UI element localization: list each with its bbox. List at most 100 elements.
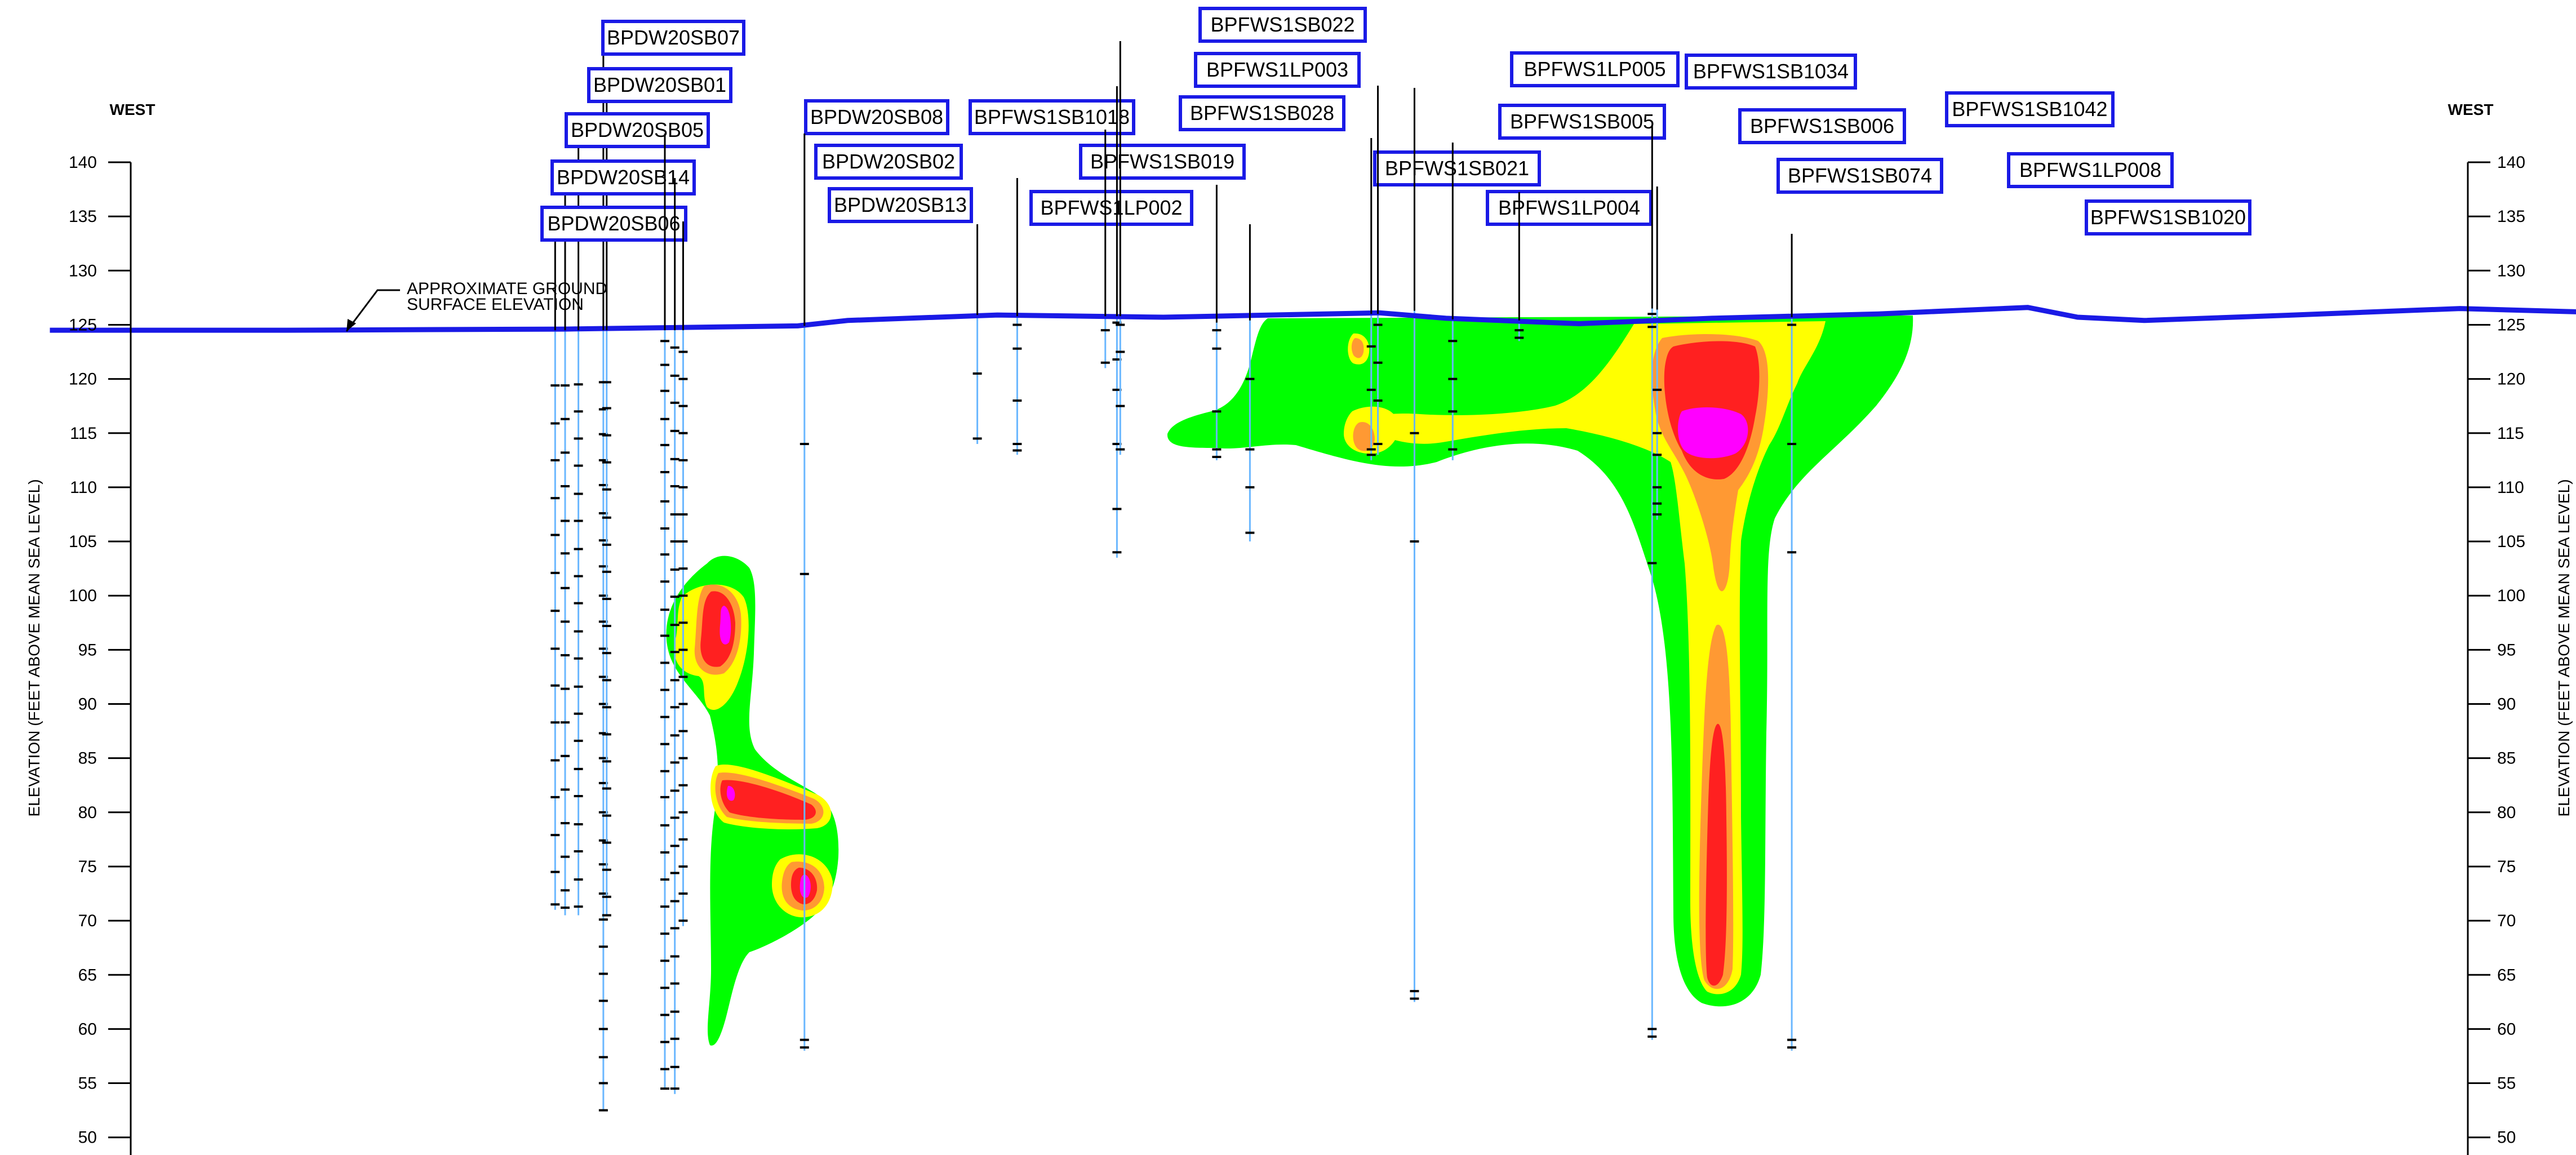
axis-tick-label-right-60: 60 (2497, 1020, 2516, 1038)
label-box-BPDW20SB06 (540, 206, 687, 242)
label-box-BPFWS1SB006 (1738, 108, 1906, 144)
label-text-BPFWS1SB074: BPFWS1SB074 (1788, 164, 1932, 187)
label-text-BPDW20SB06: BPDW20SB06 (547, 212, 680, 235)
axis-tick-label-right-110: 110 (2497, 478, 2524, 497)
axis-tick-label-left-65: 65 (78, 966, 97, 984)
label-box-BPDW20SB01 (587, 67, 732, 103)
label-text-BPFWS1LP002: BPFWS1LP002 (1040, 196, 1182, 219)
ground-annotation-arrowhead (347, 319, 356, 331)
plume-left-magenta-a (719, 606, 731, 645)
label-text-BPFWS1SB1020: BPFWS1SB1020 (2090, 206, 2246, 229)
axis-tick-label-left-60: 60 (78, 1020, 97, 1038)
label-text-BPFWS1SB021: BPFWS1SB021 (1385, 157, 1529, 180)
borings (550, 308, 1797, 1112)
ground-surface-line (50, 305, 2576, 333)
plume-right (1167, 316, 1913, 1007)
label-box-BPDW20SB07 (601, 20, 745, 56)
axis-title-left: ELEVATION (FEET ABOVE MEAN SEA LEVEL) (25, 479, 43, 816)
axis-tick-label-right-105: 105 (2497, 532, 2525, 551)
axis-tick-label-left-130: 130 (69, 261, 97, 280)
axis-tick-label-left-135: 135 (69, 207, 97, 226)
axis-tick-label-left-125: 125 (69, 316, 97, 334)
label-box-BPFWS1SB028 (1179, 95, 1345, 131)
boring-labels: BPDW20SB07 BPDW20SB01 BPDW20SB05 BPDW20SB14… (540, 7, 2251, 331)
label-text-BPDW20SB08: BPDW20SB08 (810, 105, 943, 128)
axis-tick-label-left-90: 90 (78, 695, 97, 714)
label-box-BPFWS1LP008 (2007, 152, 2174, 188)
label-text-BPFWS1LP005: BPFWS1LP005 (1524, 57, 1665, 81)
right-header: WEST (2448, 101, 2494, 118)
axis-tick-label-right-130: 130 (2497, 261, 2525, 280)
label-text-BPDW20SB14: BPDW20SB14 (557, 166, 690, 189)
axis-tick-label-left-95: 95 (78, 641, 97, 659)
left-header: WEST (110, 101, 156, 118)
label-box-BPDW20SB05 (565, 112, 710, 148)
label-box-BPFWS1SB1042 (1945, 91, 2115, 127)
plume-right-red-lower (1706, 723, 1727, 986)
axis-tick-label-right-85: 85 (2497, 749, 2516, 768)
label-box-BPFWS1SB022 (1198, 7, 1367, 43)
axis-tick-label-left-105: 105 (69, 532, 97, 551)
axis-tick-label-right-120: 120 (2497, 370, 2525, 389)
axis-tick-label-right-125: 125 (2497, 316, 2525, 334)
axis-title-right: ELEVATION (FEET ABOVE MEAN SEA LEVEL) (2555, 479, 2573, 816)
label-text-BPFWS1SB1042: BPFWS1SB1042 (1952, 97, 2107, 121)
plume-right-orange-left (1353, 422, 1375, 451)
plume-left (666, 556, 839, 1046)
axis-tick-label-right-75: 75 (2497, 858, 2516, 876)
elevation-axis-left: 140 135 130 125 120 115 110 105 100 95 90 85 80 75 70 6… (69, 153, 132, 1155)
ground-annotation-leader (345, 289, 400, 332)
label-box-BPFWS1SB019 (1079, 144, 1246, 180)
label-text-BPFWS1SB1034: BPFWS1SB1034 (1693, 60, 1849, 83)
axis-tick-label-left-50: 50 (78, 1129, 97, 1147)
label-text-BPDW20SB07: BPDW20SB07 (607, 26, 740, 49)
label-box-BPFWS1LP005 (1510, 51, 1680, 87)
axis-tick-label-right-95: 95 (2497, 641, 2516, 659)
axis-tick-label-right-55: 55 (2497, 1074, 2516, 1093)
axis-tick-label-left-100: 100 (69, 587, 97, 605)
plume-left-red-b (720, 780, 816, 820)
label-text-BPFWS1LP003: BPFWS1LP003 (1206, 58, 1348, 81)
label-text-BPFWS1SB005: BPFWS1SB005 (1510, 110, 1654, 133)
label-box-BPFWS1LP002 (1029, 190, 1193, 226)
plume-right-magenta (1678, 407, 1748, 459)
axis-tick-label-right-100: 100 (2497, 587, 2525, 605)
plume-left-magenta-b (726, 785, 735, 801)
axis-tick-label-left-85: 85 (78, 749, 97, 768)
axis-tick-label-left-70: 70 (78, 912, 97, 930)
axis-tick-label-right-50: 50 (2497, 1129, 2516, 1147)
label-text-BPFWS1SB019: BPFWS1SB019 (1090, 150, 1234, 173)
axis-tick-label-right-80: 80 (2497, 803, 2516, 822)
axis-tick-label-left-75: 75 (78, 858, 97, 876)
axis-tick-label-left-120: 120 (69, 370, 97, 389)
elevation-axis-right: 140 135 130 125 120 115 110 105 100 95 90 85 80 75 70 6… (2467, 153, 2525, 1155)
label-text-BPDW20SB05: BPDW20SB05 (571, 118, 704, 141)
label-box-BPFWS1SB005 (1498, 104, 1666, 140)
label-box-BPDW20SB02 (814, 144, 963, 180)
label-text-BPFWS1SB1018: BPFWS1SB1018 (974, 105, 1130, 128)
label-text-BPDW20SB02: BPDW20SB02 (822, 150, 955, 173)
label-text-BPDW20SB13: BPDW20SB13 (834, 193, 967, 216)
label-text-BPFWS1LP008: BPFWS1LP008 (2019, 158, 2161, 181)
label-box-BPFWS1SB021 (1373, 150, 1541, 186)
label-box-BPFWS1SB1020 (2085, 199, 2251, 236)
label-box-BPFWS1SB1018 (969, 99, 1135, 135)
label-box-BPFWS1SB074 (1776, 158, 1943, 194)
axis-tick-label-left-115: 115 (70, 424, 97, 443)
label-box-BPDW20SB13 (828, 187, 973, 223)
ground-annotation-line-1: APPROXIMATE GROUND (407, 279, 607, 298)
label-box-BPDW20SB08 (804, 99, 949, 135)
label-text-BPFWS1SB022: BPFWS1SB022 (1210, 13, 1354, 36)
label-box-BPDW20SB14 (550, 159, 696, 196)
axis-tick-label-left-80: 80 (78, 803, 97, 822)
axis-tick-label-right-90: 90 (2497, 695, 2516, 714)
axis-tick-label-left-110: 110 (70, 478, 97, 497)
ground-annotation: APPROXIMATE GROUND SURFACE ELEVATION (345, 279, 607, 332)
axis-tick-label-right-135: 135 (2497, 207, 2525, 226)
axis-tick-label-right-115: 115 (2497, 424, 2524, 443)
label-box-BPFWS1LP004 (1486, 190, 1653, 226)
ground-annotation-line-2: SURFACE ELEVATION (407, 295, 584, 314)
axis-tick-label-right-140: 140 (2497, 153, 2525, 172)
label-text-BPFWS1LP004: BPFWS1LP004 (1498, 196, 1640, 219)
